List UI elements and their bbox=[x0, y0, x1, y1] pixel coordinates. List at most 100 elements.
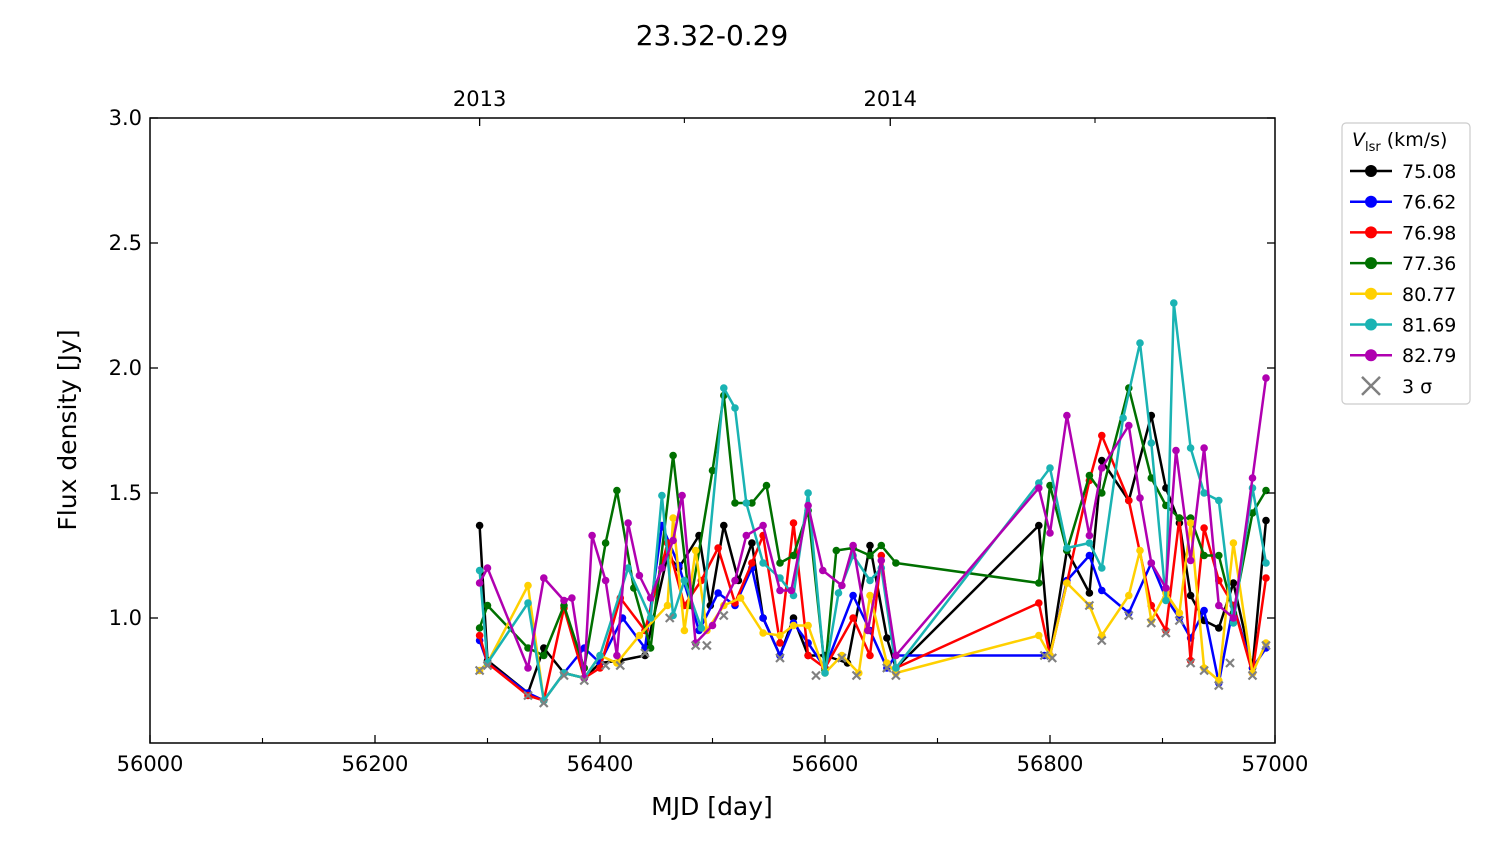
detection-limit-marker bbox=[702, 640, 712, 651]
data-point bbox=[759, 629, 767, 637]
data-point bbox=[720, 521, 728, 530]
detection-limit-marker bbox=[837, 653, 847, 663]
x-tick-label: 56200 bbox=[342, 752, 409, 776]
data-point bbox=[1035, 484, 1043, 492]
data-point bbox=[1175, 609, 1184, 617]
data-point bbox=[1085, 551, 1094, 560]
data-point bbox=[849, 591, 857, 600]
legend-entry-75.08: 75.08 bbox=[1350, 161, 1456, 183]
data-point bbox=[748, 499, 756, 507]
detection-limit-marker bbox=[538, 698, 549, 708]
legend-label: 76.98 bbox=[1402, 222, 1456, 244]
data-point bbox=[1063, 579, 1071, 587]
x-tick-label: 56600 bbox=[792, 752, 859, 776]
data-point bbox=[658, 564, 666, 572]
detection-limit-marker bbox=[1199, 665, 1209, 676]
data-point bbox=[1098, 564, 1106, 572]
data-point bbox=[1136, 494, 1144, 502]
data-point bbox=[1098, 464, 1106, 472]
legend-label: 3 σ bbox=[1402, 376, 1432, 398]
legend-entry-82.79: 82.79 bbox=[1350, 345, 1456, 367]
data-point bbox=[1136, 546, 1144, 555]
x-tick-label: 56000 bbox=[117, 752, 184, 776]
data-point bbox=[1262, 574, 1270, 582]
legend-marker bbox=[1361, 376, 1381, 396]
data-point bbox=[731, 404, 739, 412]
legend-label: 77.36 bbox=[1402, 253, 1456, 275]
data-point bbox=[1262, 559, 1270, 567]
data-point bbox=[524, 581, 532, 590]
legend-entry-76.98: 76.98 bbox=[1350, 222, 1456, 244]
detection-limit-marker bbox=[1261, 640, 1271, 651]
legend-marker bbox=[1365, 287, 1377, 300]
detection-limit-marker bbox=[523, 690, 533, 701]
data-point bbox=[1098, 456, 1106, 465]
data-point bbox=[1186, 444, 1195, 452]
data-point bbox=[1125, 591, 1133, 600]
data-point bbox=[821, 669, 829, 677]
detection-limit-marker bbox=[882, 663, 892, 673]
data-point bbox=[1046, 529, 1054, 537]
data-point bbox=[596, 664, 604, 672]
data-point bbox=[819, 566, 827, 575]
data-point bbox=[1248, 474, 1257, 482]
data-point bbox=[776, 631, 784, 640]
data-point bbox=[1063, 544, 1071, 552]
data-point bbox=[804, 501, 812, 510]
detection-limit-marker bbox=[1047, 653, 1058, 663]
legend-label: 76.62 bbox=[1402, 192, 1456, 214]
data-point bbox=[787, 586, 796, 595]
data-point bbox=[864, 626, 872, 635]
data-point bbox=[714, 544, 722, 552]
data-point bbox=[1147, 559, 1156, 567]
data-point bbox=[1035, 521, 1043, 530]
data-point bbox=[804, 651, 812, 660]
y-tick-label: 1.5 bbox=[109, 481, 142, 505]
data-point bbox=[834, 589, 843, 597]
legend-entry-detection: 3 σ bbox=[1361, 376, 1432, 398]
legend-marker bbox=[1365, 165, 1377, 177]
data-point bbox=[1172, 446, 1180, 455]
data-point bbox=[759, 559, 767, 567]
data-point bbox=[1035, 631, 1043, 640]
x-tick-label: 57000 bbox=[1242, 752, 1309, 776]
data-point bbox=[1035, 579, 1043, 587]
data-point bbox=[524, 644, 532, 652]
data-point bbox=[832, 546, 841, 555]
data-point bbox=[789, 621, 798, 630]
detection-limit-marker bbox=[1084, 600, 1095, 611]
data-point bbox=[804, 621, 812, 630]
data-point bbox=[866, 651, 874, 660]
detection-limit-marker bbox=[811, 670, 821, 681]
detection-limit-marker bbox=[1039, 650, 1050, 661]
data-point bbox=[1085, 539, 1094, 547]
data-point bbox=[1229, 579, 1238, 587]
detection-limit-marker bbox=[851, 670, 862, 681]
data-point bbox=[892, 664, 900, 672]
data-point bbox=[1215, 624, 1223, 632]
legend-title: Vlsr (km/s) bbox=[1352, 129, 1447, 155]
data-point bbox=[892, 651, 900, 660]
data-point bbox=[483, 564, 492, 572]
data-point bbox=[849, 541, 857, 550]
data-point bbox=[731, 576, 739, 585]
data-point bbox=[1125, 421, 1133, 430]
data-point bbox=[748, 539, 756, 547]
data-point bbox=[475, 579, 484, 587]
data-point bbox=[877, 541, 886, 550]
data-point bbox=[720, 384, 728, 392]
y-tick-label: 3.0 bbox=[109, 106, 142, 130]
data-point bbox=[776, 639, 784, 647]
legend-entry-81.69: 81.69 bbox=[1350, 315, 1456, 337]
data-point bbox=[669, 514, 677, 522]
detection-limit-marker bbox=[1123, 610, 1134, 621]
data-point bbox=[776, 559, 784, 567]
series-82.79 bbox=[475, 374, 1270, 682]
legend-marker bbox=[1365, 226, 1377, 239]
detection-limit-marker bbox=[1225, 658, 1235, 668]
legend-title-symbol: V bbox=[1352, 129, 1367, 151]
data-point bbox=[1186, 519, 1195, 527]
data-point bbox=[866, 541, 874, 550]
legend-marker bbox=[1365, 195, 1377, 208]
data-point bbox=[714, 589, 722, 597]
